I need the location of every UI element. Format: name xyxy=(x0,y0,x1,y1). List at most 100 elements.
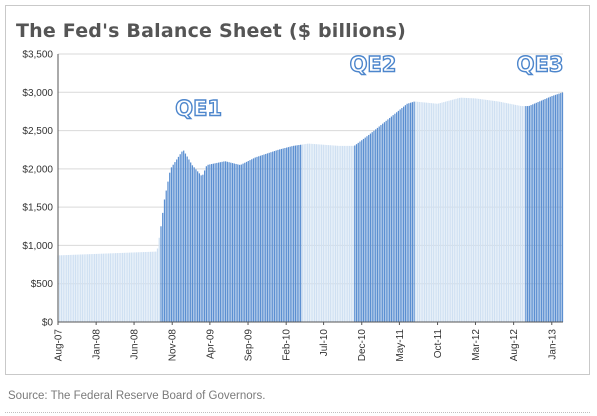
bar xyxy=(191,165,194,322)
bar xyxy=(411,102,414,323)
bar xyxy=(142,252,145,322)
bar xyxy=(317,144,319,322)
bar xyxy=(76,254,78,322)
bar xyxy=(174,162,176,322)
bar xyxy=(383,122,386,322)
bar xyxy=(532,104,534,322)
bar xyxy=(341,145,344,322)
bar xyxy=(369,133,372,322)
bar xyxy=(334,145,337,322)
bar xyxy=(114,253,117,322)
bar xyxy=(279,149,281,322)
bar xyxy=(521,106,523,322)
bar xyxy=(301,144,304,322)
bar xyxy=(307,143,309,322)
chart-title: The Fed's Balance Sheet ($ billions) xyxy=(16,20,406,42)
bar xyxy=(296,145,298,322)
bar xyxy=(350,145,352,322)
bar xyxy=(451,99,454,322)
bar xyxy=(394,113,396,322)
bar xyxy=(120,252,122,322)
x-tick-label: Nov-08 xyxy=(168,329,179,362)
bar xyxy=(420,102,422,323)
bar xyxy=(560,93,562,323)
bar xyxy=(195,169,197,322)
bar xyxy=(481,99,483,323)
bar xyxy=(376,127,379,322)
bar xyxy=(422,102,424,322)
bar xyxy=(558,93,560,323)
x-tick-label: Feb-10 xyxy=(282,329,293,361)
bar xyxy=(97,253,99,322)
bar xyxy=(464,97,466,322)
bar xyxy=(512,104,515,322)
y-tick-label: $2,500 xyxy=(22,126,53,137)
bar xyxy=(345,145,347,322)
bar xyxy=(85,254,87,322)
bar xyxy=(275,150,277,322)
bar xyxy=(423,102,426,322)
bar xyxy=(286,147,288,322)
bar xyxy=(409,102,412,322)
bar xyxy=(116,253,118,322)
bar xyxy=(280,148,283,322)
bar xyxy=(326,144,328,322)
bar xyxy=(357,142,359,322)
bar xyxy=(542,99,544,322)
bar xyxy=(151,251,153,322)
bar xyxy=(228,162,230,322)
bar xyxy=(109,253,111,322)
bar xyxy=(474,98,476,322)
bar xyxy=(352,145,354,322)
bar xyxy=(493,100,496,322)
bar xyxy=(123,252,125,322)
bar xyxy=(348,145,351,322)
bar xyxy=(268,152,270,322)
y-tick-label: $3,000 xyxy=(22,88,53,99)
bar xyxy=(163,199,166,322)
bar xyxy=(416,101,419,322)
bar xyxy=(87,254,89,322)
bar xyxy=(338,145,340,322)
qe-label: QE1 xyxy=(175,96,222,120)
bar xyxy=(66,255,68,322)
bar xyxy=(436,103,438,322)
bar xyxy=(71,254,73,322)
bar xyxy=(526,106,529,322)
bar xyxy=(483,99,485,322)
bar xyxy=(546,98,548,322)
bar xyxy=(516,105,518,322)
bar xyxy=(217,162,220,322)
bar xyxy=(472,98,475,323)
bar xyxy=(460,97,462,323)
bar xyxy=(327,145,330,322)
bar xyxy=(490,100,492,322)
bar xyxy=(118,253,120,322)
bar xyxy=(176,159,178,322)
y-tick-label: $500 xyxy=(31,279,54,290)
bar xyxy=(418,101,420,322)
bar xyxy=(238,164,241,322)
bar xyxy=(425,102,427,322)
bar xyxy=(523,106,525,322)
bar xyxy=(502,102,504,323)
bar xyxy=(455,98,457,322)
bar xyxy=(205,166,208,322)
bar xyxy=(308,143,311,322)
bar xyxy=(528,105,530,322)
bar xyxy=(60,255,63,322)
bar xyxy=(525,106,527,322)
bar xyxy=(324,144,326,322)
bar xyxy=(242,163,244,322)
bar xyxy=(544,99,546,323)
bar xyxy=(429,102,431,322)
bar xyxy=(457,98,459,322)
bar xyxy=(127,252,129,322)
bar xyxy=(259,155,262,322)
bar xyxy=(291,146,293,322)
bar xyxy=(132,252,134,322)
bar xyxy=(533,103,536,322)
bar xyxy=(375,129,377,322)
bar xyxy=(511,104,513,322)
bar xyxy=(190,162,192,322)
